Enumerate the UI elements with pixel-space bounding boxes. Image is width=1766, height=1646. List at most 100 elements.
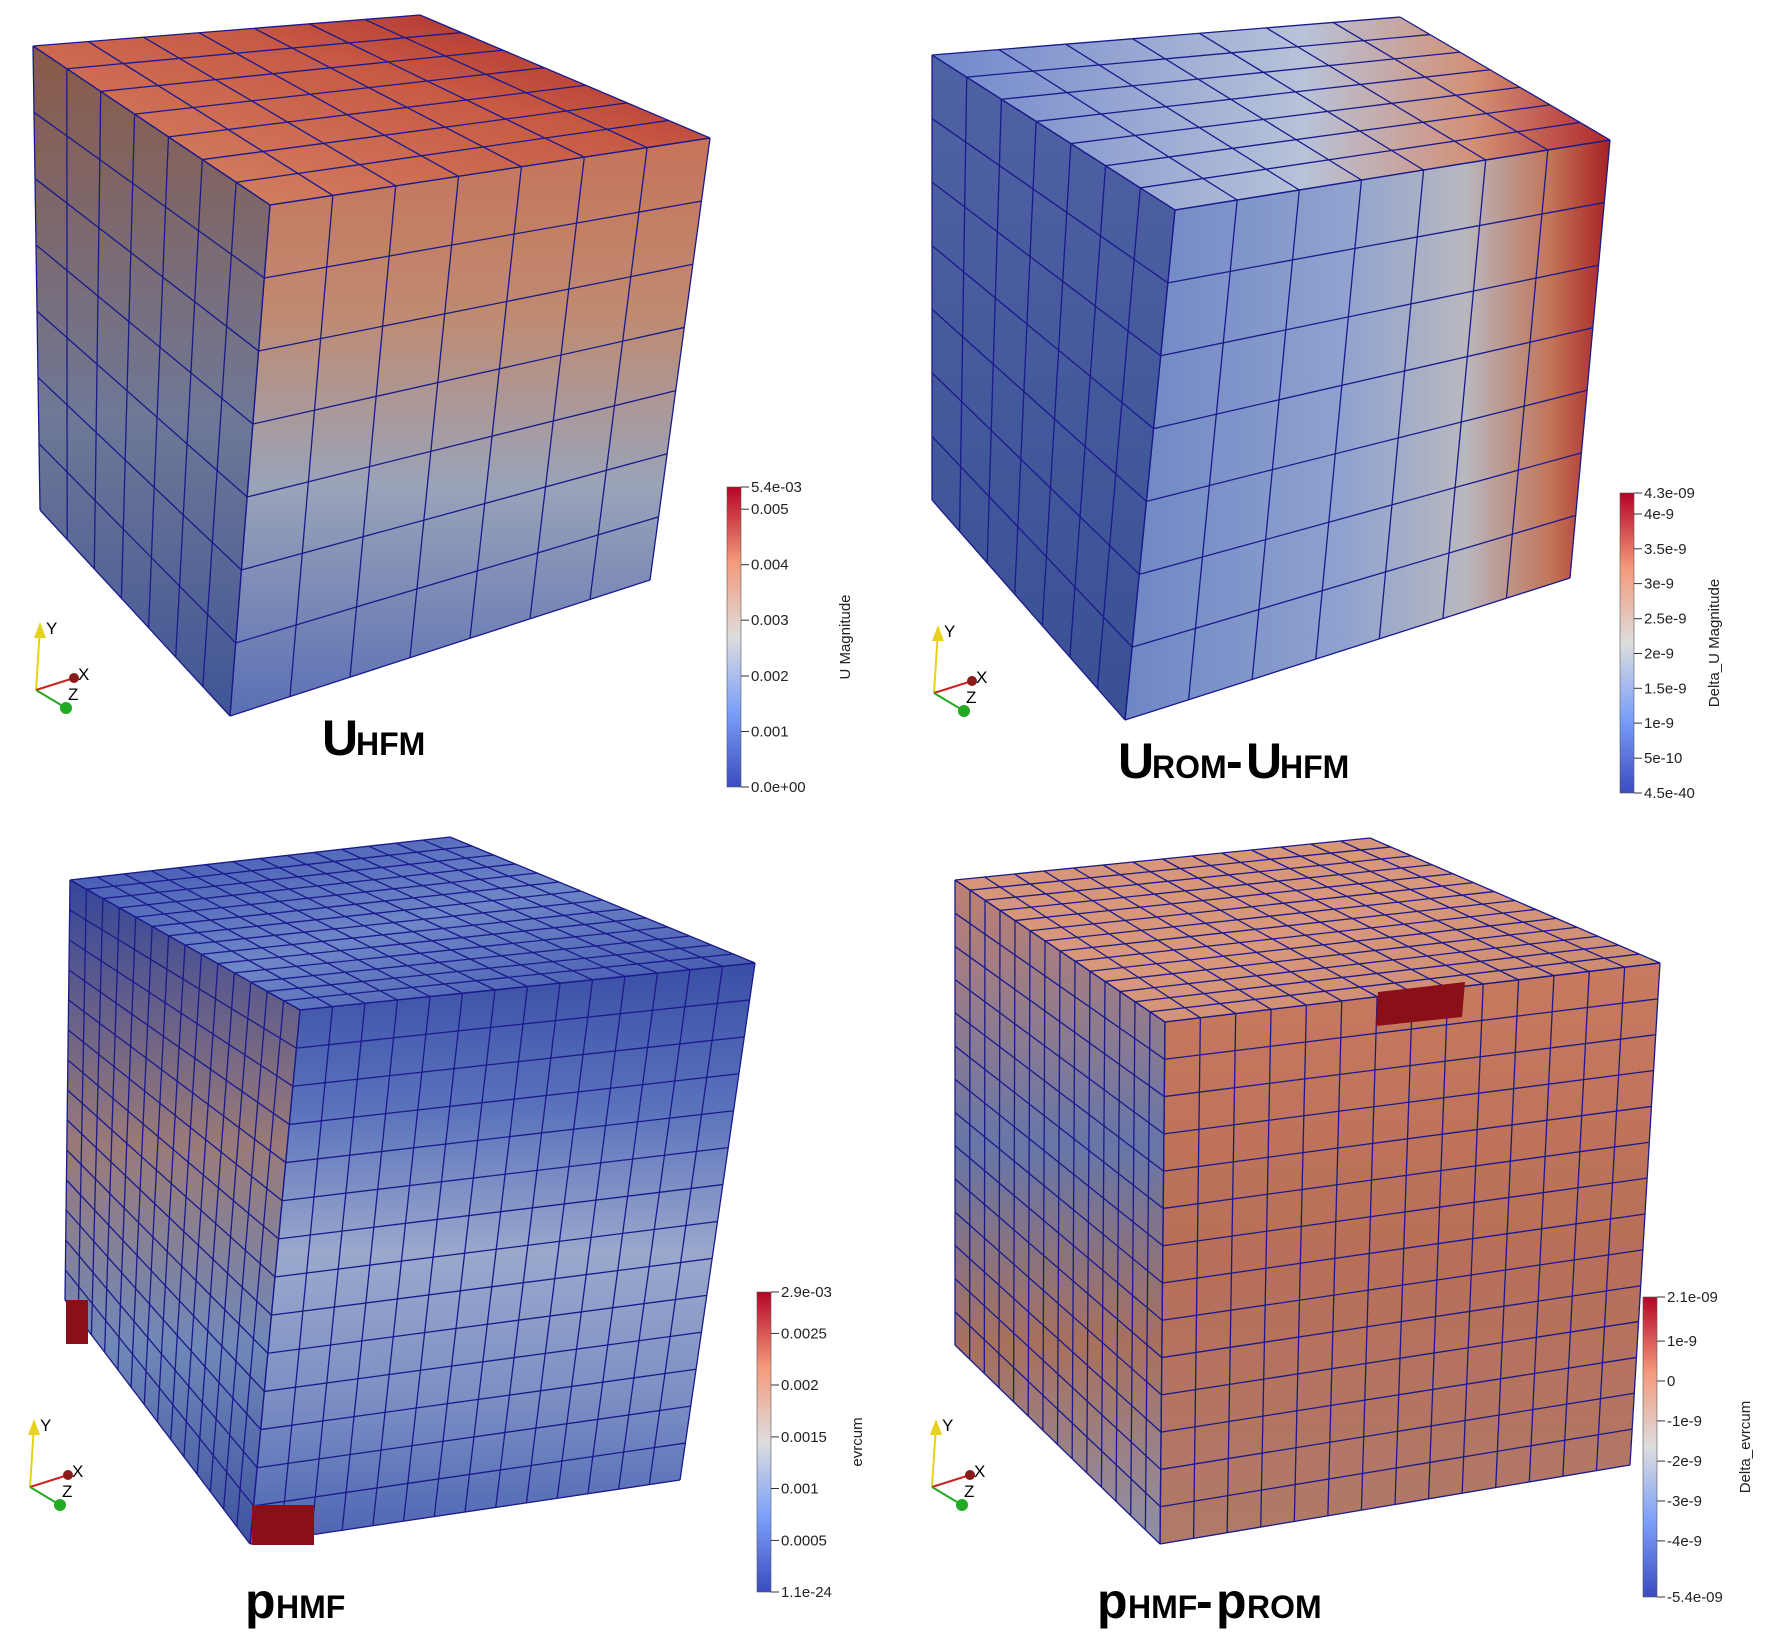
axis-y-line [933, 630, 939, 694]
cube-top-face [33, 15, 710, 205]
axis-y-arrow [930, 1419, 942, 1435]
axis-y-line [29, 1424, 35, 1488]
mesh-line [66, 1119, 272, 1316]
axis-x-arrow [69, 673, 79, 683]
colorbar-tick-label: 1e-9 [1644, 715, 1674, 732]
colorbar-tick-label: 0.001 [781, 1481, 819, 1498]
svg-text:HMF: HMF [276, 1589, 345, 1625]
mesh-line [1399, 16, 1611, 141]
colorbar-tick-label: 0.004 [751, 557, 789, 574]
axis-z-arrow [54, 1499, 66, 1511]
mesh-line [931, 308, 1147, 502]
colorbar-tick-label: 4.5e-40 [1644, 785, 1695, 802]
mesh-line [999, 864, 1433, 912]
colorbar-tick-label: -2e-9 [1667, 1453, 1702, 1470]
cube-left-face [65, 880, 300, 1544]
mesh-line [1105, 104, 1551, 167]
mesh-line [1160, 1428, 1633, 1508]
mesh-line [37, 376, 242, 571]
mesh-lines [931, 16, 1611, 721]
mesh-line [267, 944, 712, 993]
mesh-line [954, 1344, 1161, 1545]
axis-y-arrow [34, 622, 46, 638]
colorbar-tick-label: 0.0e+00 [751, 779, 806, 796]
svg-text:HFM: HFM [1280, 749, 1349, 785]
colorbar-gradient [1619, 492, 1635, 794]
mesh-line [202, 102, 628, 161]
svg-text:ROM: ROM [1247, 1589, 1322, 1625]
svg-text:U: U [1118, 733, 1154, 789]
mesh-line [296, 999, 750, 1049]
mesh-line [1132, 38, 1362, 181]
mesh-line [954, 1178, 1163, 1359]
mesh-line [931, 16, 1401, 56]
mesh-line [257, 1405, 691, 1469]
mesh-line [1124, 209, 1176, 721]
hotspot-cell [66, 1300, 88, 1344]
mesh-line [253, 1442, 686, 1507]
mesh-line [1163, 1069, 1654, 1135]
svg-text:p: p [245, 1573, 276, 1629]
mesh-line [1163, 1105, 1652, 1172]
axis-x-line [931, 1474, 971, 1488]
cube-p-hmf-minus-p-rom [954, 837, 1661, 1545]
mesh-line [229, 579, 651, 717]
mesh-line [931, 435, 1133, 648]
mesh-line [1159, 1464, 1631, 1545]
mesh-line [34, 178, 259, 352]
mesh-line [65, 1209, 262, 1431]
mesh-line [931, 499, 1126, 721]
mesh-line [1161, 1285, 1641, 1359]
mesh-line [1167, 201, 1605, 284]
mesh-line [1569, 139, 1611, 579]
mesh-line [1162, 1177, 1648, 1247]
mesh-line [931, 118, 1169, 284]
colorbar-tick-label: 3e-9 [1644, 576, 1674, 593]
axis-y-arrow [28, 1419, 40, 1435]
colorbar-delta-u-magnitude: 4.3e-09 4e-9 3.5e-9 3e-9 2.5e-9 2e-9 1.5e-9 1e-… [1619, 485, 1723, 802]
cube-top-face [955, 838, 1660, 1022]
cube-top-face [70, 837, 755, 1010]
mesh-line [67, 1059, 279, 1240]
mesh-line [1161, 1320, 1639, 1396]
mesh-line [1140, 121, 1581, 189]
axis-z-arrow [958, 705, 970, 717]
cube-front-face [1125, 140, 1610, 720]
mesh-line [283, 953, 734, 1002]
colorbar-tick-label: 2.9e-03 [781, 1284, 832, 1301]
mesh-lines [954, 837, 1661, 1545]
mesh-line [33, 111, 265, 279]
mesh-line [67, 1029, 283, 1202]
mesh-line [954, 1145, 1163, 1321]
mesh-line [289, 195, 334, 697]
mesh-line [135, 872, 538, 918]
mesh-line [954, 1045, 1164, 1209]
mesh-line [1036, 69, 1491, 123]
mesh-line [954, 945, 1165, 1098]
mesh-line [93, 91, 102, 569]
axis-y-line [35, 627, 41, 691]
axis-x-label: X [78, 665, 89, 684]
mesh-line [289, 1073, 740, 1126]
axis-y-label: Y [46, 619, 57, 638]
panel-label-u-hfm: U HFM [322, 710, 425, 766]
axis-x-arrow [965, 1470, 975, 1480]
axis-x-arrow [63, 1470, 73, 1480]
mesh-line [229, 204, 271, 717]
mesh-line [264, 200, 702, 279]
mesh-line [68, 999, 287, 1164]
colorbar-tick-label: -4e-9 [1667, 1533, 1702, 1550]
svg-text:U: U [322, 710, 358, 766]
mesh-line [954, 1211, 1162, 1396]
mesh-line [931, 54, 1176, 211]
colorbar-tick-label: 2.1e-09 [1667, 1289, 1718, 1306]
mesh-line [1070, 86, 1521, 145]
mesh-line [102, 854, 494, 900]
svg-text:ROM: ROM [1152, 749, 1227, 785]
axis-y-label: Y [40, 1416, 51, 1435]
orientation-axes: Y XZ [932, 622, 987, 717]
colorbar-tick-label: 0.002 [751, 668, 789, 685]
svg-text:HMF: HMF [1128, 1589, 1197, 1625]
axis-y-label: Y [944, 622, 955, 641]
colorbar-tick-label: 5e-10 [1644, 750, 1682, 767]
